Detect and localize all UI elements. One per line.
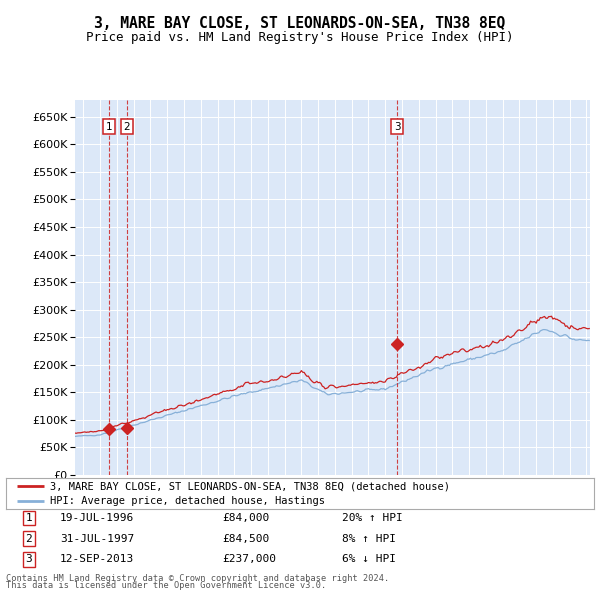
Text: 3, MARE BAY CLOSE, ST LEONARDS-ON-SEA, TN38 8EQ (detached house): 3, MARE BAY CLOSE, ST LEONARDS-ON-SEA, T… [50, 481, 450, 491]
Text: 2: 2 [25, 534, 32, 543]
Text: HPI: Average price, detached house, Hastings: HPI: Average price, detached house, Hast… [50, 496, 325, 506]
Text: This data is licensed under the Open Government Licence v3.0.: This data is licensed under the Open Gov… [6, 581, 326, 590]
Text: Contains HM Land Registry data © Crown copyright and database right 2024.: Contains HM Land Registry data © Crown c… [6, 573, 389, 583]
Text: 1: 1 [106, 122, 113, 132]
Text: 3: 3 [394, 122, 400, 132]
Text: 20% ↑ HPI: 20% ↑ HPI [342, 513, 403, 523]
Text: 8% ↑ HPI: 8% ↑ HPI [342, 534, 396, 543]
Text: Price paid vs. HM Land Registry's House Price Index (HPI): Price paid vs. HM Land Registry's House … [86, 31, 514, 44]
Text: 1: 1 [25, 513, 32, 523]
Text: 19-JUL-1996: 19-JUL-1996 [60, 513, 134, 523]
Text: 3: 3 [25, 555, 32, 564]
Text: £84,500: £84,500 [222, 534, 269, 543]
Text: £237,000: £237,000 [222, 555, 276, 564]
Text: 31-JUL-1997: 31-JUL-1997 [60, 534, 134, 543]
Text: 2: 2 [124, 122, 130, 132]
Text: £84,000: £84,000 [222, 513, 269, 523]
Text: 12-SEP-2013: 12-SEP-2013 [60, 555, 134, 564]
Text: 6% ↓ HPI: 6% ↓ HPI [342, 555, 396, 564]
Text: 3, MARE BAY CLOSE, ST LEONARDS-ON-SEA, TN38 8EQ: 3, MARE BAY CLOSE, ST LEONARDS-ON-SEA, T… [94, 16, 506, 31]
